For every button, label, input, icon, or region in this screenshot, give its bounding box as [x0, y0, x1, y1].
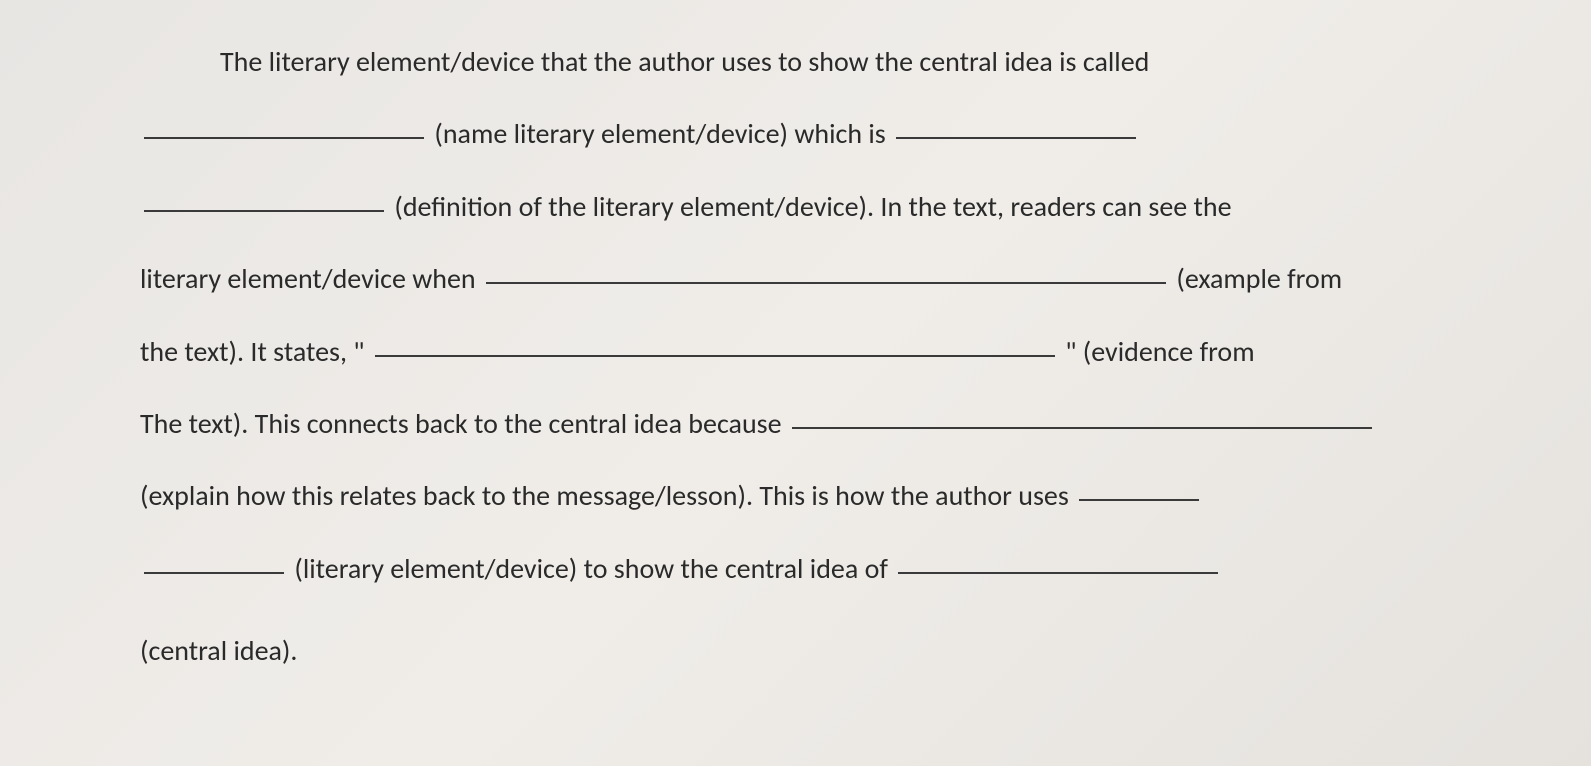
worksheet-container: The literary element/device that the aut…	[140, 30, 1471, 684]
device-name-line: (name literary element/device) which is	[140, 102, 1471, 166]
explanation-line: (explain how this relates back to the me…	[140, 464, 1471, 528]
blank-connection[interactable]	[792, 427, 1372, 429]
text-segment: (explain how this relates back to the me…	[140, 478, 1069, 513]
blank-device-name[interactable]	[144, 137, 424, 139]
blank-central-idea[interactable]	[898, 572, 1218, 574]
conclusion-line: (literary element/device) to show the ce…	[140, 537, 1471, 601]
evidence-line: the text). It states, " " (evidence from	[140, 320, 1471, 384]
text-segment: The text). This connects back to the cen…	[140, 406, 782, 441]
connection-line: The text). This connects back to the cen…	[140, 392, 1471, 456]
blank-evidence[interactable]	[375, 355, 1055, 357]
text-segment: literary element/device when	[140, 261, 476, 296]
blank-definition[interactable]	[144, 210, 384, 212]
intro-line: The literary element/device that the aut…	[220, 30, 1471, 94]
text-segment: (example from	[1176, 261, 1342, 296]
text-segment: the text). It states, "	[140, 334, 365, 369]
definition-line: (definition of the literary element/devi…	[140, 175, 1471, 239]
blank-device-repeat[interactable]	[144, 572, 284, 574]
example-line: literary element/device when (example fr…	[140, 247, 1471, 311]
text-segment: (definition of the literary element/devi…	[394, 189, 1231, 224]
text-segment: (name literary element/device) which is	[434, 116, 885, 151]
text-segment: (central idea).	[140, 633, 298, 668]
blank-author-uses[interactable]	[1079, 499, 1199, 501]
text-segment: (literary element/device) to show the ce…	[294, 551, 888, 586]
text-segment: " (evidence from	[1065, 334, 1254, 369]
text-segment: The literary element/device that the aut…	[220, 44, 1149, 79]
final-line: (central idea).	[140, 619, 1471, 683]
blank-example[interactable]	[486, 282, 1166, 284]
blank-which-is[interactable]	[896, 137, 1136, 139]
